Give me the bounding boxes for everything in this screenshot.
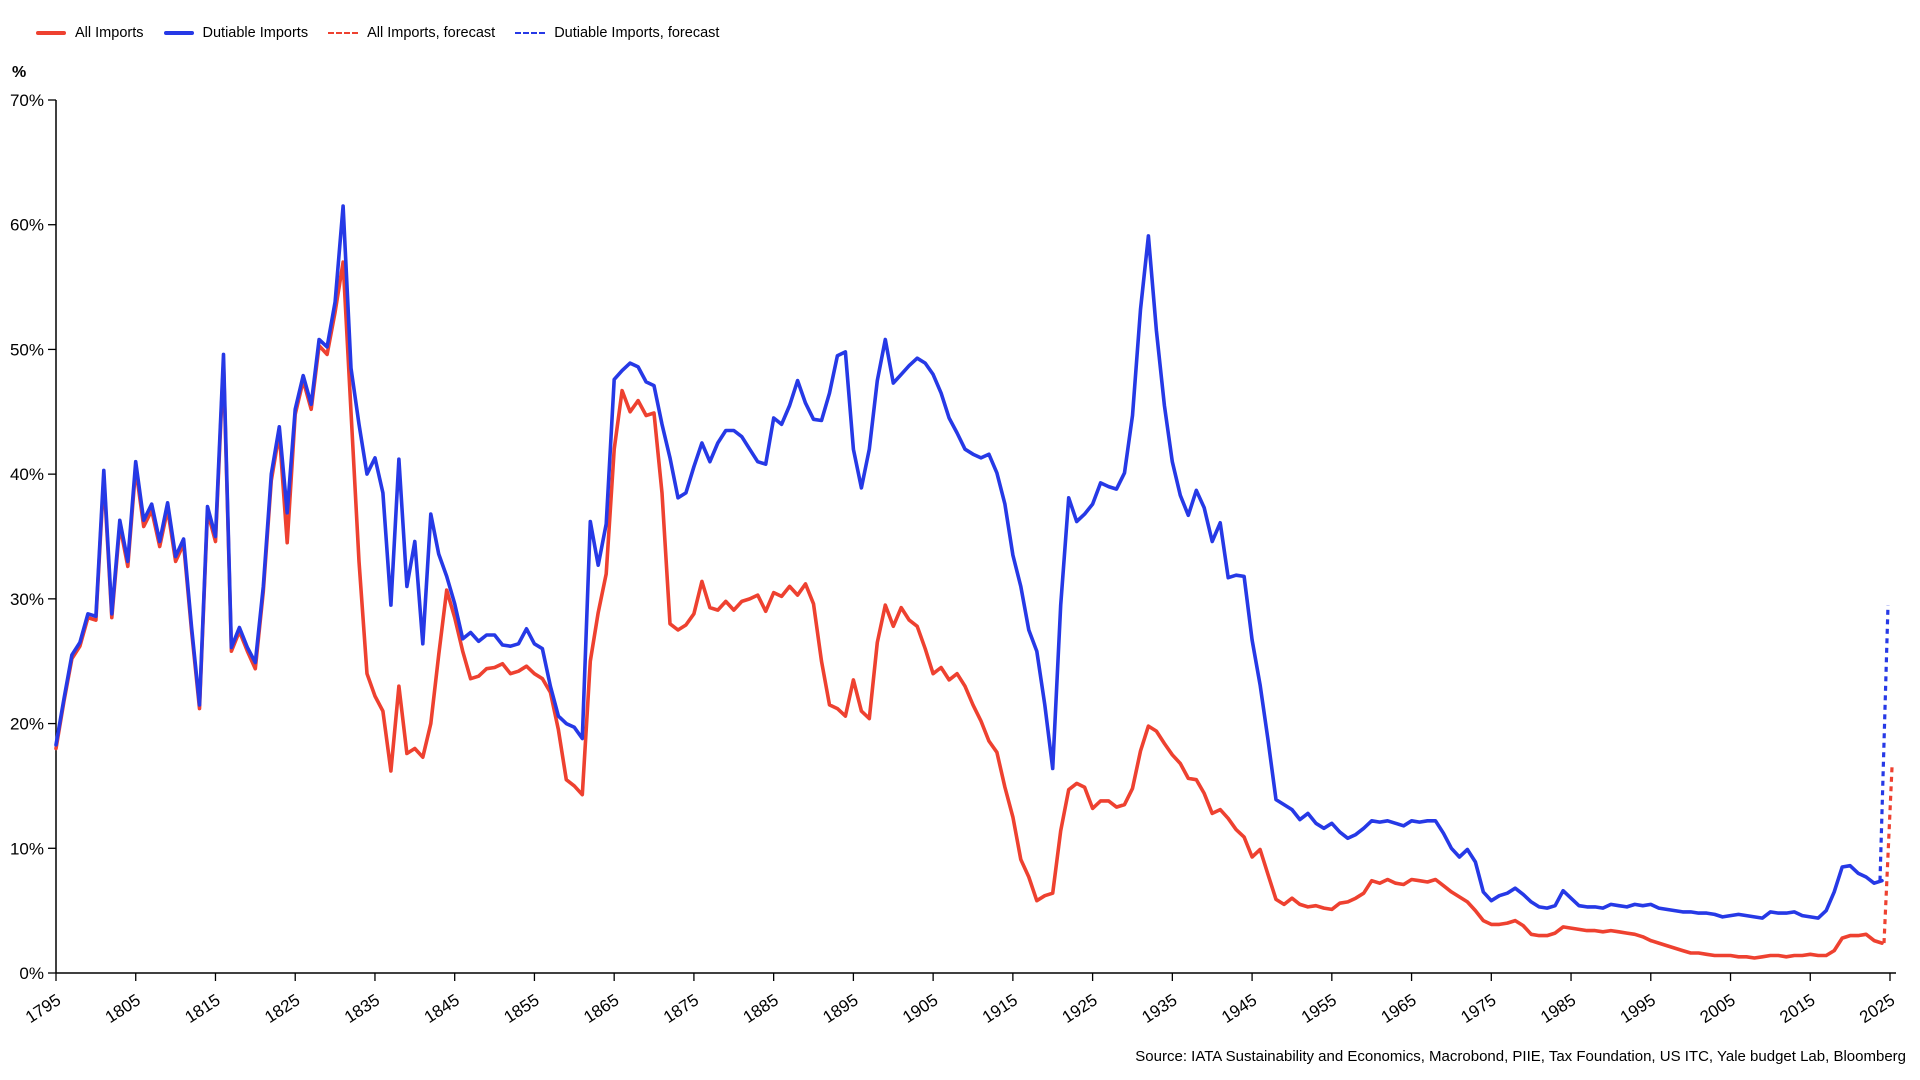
y-tick-label: 30% — [10, 590, 44, 609]
x-tick-label: 2025 — [1856, 990, 1898, 1027]
series-line-all-imports-forecast — [1882, 767, 1894, 944]
x-tick-label: 1965 — [1378, 990, 1420, 1027]
y-tick-label: 60% — [10, 216, 44, 235]
y-tick-label: 50% — [10, 340, 44, 359]
legend-item-label: Dutiable Imports, forecast — [554, 25, 720, 41]
x-tick-label: 1955 — [1298, 990, 1340, 1027]
x-tick-label: 2005 — [1697, 990, 1739, 1027]
legend-item-label: All Imports, forecast — [367, 25, 496, 41]
x-tick-label: 1915 — [979, 990, 1021, 1027]
x-tick-label: 1945 — [1218, 990, 1260, 1027]
legend-item: All Imports, forecast — [328, 26, 495, 41]
x-tick-label: 2015 — [1776, 990, 1818, 1027]
x-tick-label: 1795 — [22, 990, 64, 1027]
x-tick-label: 1975 — [1457, 990, 1499, 1027]
y-tick-label: 10% — [10, 839, 44, 858]
legend: All Imports Dutiable Imports All Imports, … — [36, 26, 719, 41]
x-tick-label: 1995 — [1617, 990, 1659, 1027]
series-line-all-imports — [54, 260, 1884, 960]
y-tick-label: 20% — [10, 715, 44, 734]
source-attribution: Source: IATA Sustainability and Economic… — [1135, 1048, 1906, 1065]
y-tick-label: 70% — [10, 91, 44, 110]
series-line-dutiable-imports-forecast — [1878, 605, 1890, 881]
x-tick-label: 1865 — [580, 990, 622, 1027]
x-tick-label: 1885 — [740, 990, 782, 1027]
series-line-dutiable-imports — [54, 204, 1884, 920]
x-tick-label: 1825 — [261, 990, 303, 1027]
x-tick-label: 1935 — [1138, 990, 1180, 1027]
dashed-line-swatch-icon — [328, 32, 359, 35]
x-tick-label: 1875 — [660, 990, 702, 1027]
legend-item: Dutiable Imports — [163, 25, 309, 41]
x-tick-label: 1835 — [341, 990, 383, 1027]
y-axis-unit-label: % — [12, 64, 27, 81]
legend-item-label: Dutiable Imports — [202, 25, 309, 41]
x-tick-label: 1925 — [1059, 990, 1101, 1027]
x-tick-label: 1895 — [819, 990, 861, 1027]
dashed-line-swatch-icon — [515, 32, 546, 35]
x-tick-label: 1905 — [899, 990, 941, 1027]
x-tick-label: 1845 — [421, 990, 463, 1027]
legend-item: All Imports — [36, 26, 144, 41]
y-tick-label: 0% — [19, 964, 44, 983]
y-tick-label: 40% — [10, 465, 44, 484]
x-tick-label: 1855 — [501, 990, 543, 1027]
x-tick-label: 1815 — [182, 990, 224, 1027]
legend-item: Dutiable Imports, forecast — [515, 26, 719, 41]
line-swatch-icon — [36, 31, 66, 36]
x-tick-label: 1985 — [1537, 990, 1579, 1027]
x-tick-label: 1805 — [102, 990, 144, 1027]
legend-item-label: All Imports — [75, 25, 144, 41]
line-swatch-icon — [163, 31, 194, 36]
